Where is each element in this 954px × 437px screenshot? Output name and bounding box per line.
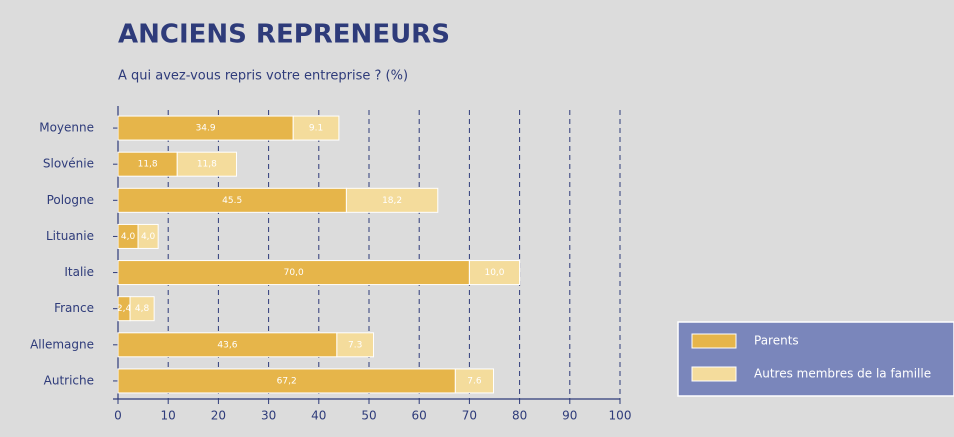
bar-segment — [454, 368, 494, 394]
x-tick-label: 30 — [261, 409, 276, 423]
legend-swatch — [691, 333, 737, 349]
data-label: 34.9 — [196, 124, 216, 134]
bar-segment — [117, 332, 338, 358]
bar-segment — [117, 187, 347, 213]
data-label: 67,2 — [277, 376, 297, 386]
x-tick-label: 20 — [211, 409, 226, 423]
bar-segment — [137, 223, 159, 249]
x-tick-label: 70 — [462, 409, 477, 423]
data-label: 2,4 — [117, 304, 132, 314]
bar-segment — [176, 151, 237, 177]
x-tick-label: 80 — [512, 409, 527, 423]
legend-swatch — [691, 366, 737, 382]
y-tick-label: Italie — [64, 265, 94, 279]
data-label: 45.5 — [222, 196, 242, 206]
x-tick-label: 10 — [161, 409, 176, 423]
bar-segment — [117, 151, 178, 177]
data-label: 9.1 — [309, 124, 323, 134]
y-tick-label: Slovénie — [43, 157, 94, 171]
y-tick-label: Lituanie — [46, 229, 94, 243]
data-label: 18,2 — [382, 196, 402, 206]
bar-segment — [292, 115, 340, 141]
x-tick-label: 40 — [311, 409, 326, 423]
data-label: 4,0 — [121, 232, 136, 242]
data-label: 70,0 — [284, 268, 304, 278]
data-label: 4,0 — [141, 232, 156, 242]
chart-title: ANCIENS REPRENEURS — [118, 20, 450, 50]
x-tick-label: 90 — [562, 409, 577, 423]
data-label: 7.3 — [348, 340, 362, 350]
data-label: 11,8 — [138, 160, 158, 170]
bar-segment — [468, 260, 521, 286]
y-tick-label: Autriche — [44, 373, 94, 387]
legend-label: Autres membres de la famille — [754, 367, 931, 381]
legend-box — [677, 321, 954, 397]
bar-segment — [117, 260, 470, 286]
data-label: 4,8 — [135, 304, 150, 314]
bar-segment — [336, 332, 375, 358]
data-label: 11,8 — [197, 160, 217, 170]
y-tick-label: France — [54, 301, 94, 315]
data-label: 43,6 — [217, 340, 237, 350]
chart-subtitle: A qui avez-vous repris votre entreprise … — [118, 69, 408, 84]
x-tick-label: 60 — [412, 409, 427, 423]
x-tick-label: 50 — [361, 409, 376, 423]
bar-segment — [129, 296, 155, 322]
legend-label: Parents — [754, 334, 799, 348]
data-label: 10,0 — [484, 268, 504, 278]
y-tick-label: Pologne — [47, 193, 94, 207]
y-tick-label: Moyenne — [39, 121, 94, 135]
bar-segment — [117, 368, 456, 394]
x-tick-label: 100 — [609, 409, 632, 423]
y-tick-label: Allemagne — [30, 337, 94, 351]
bar-segment — [345, 187, 439, 213]
data-label: 7.6 — [467, 376, 482, 386]
x-tick-label: 0 — [114, 409, 122, 423]
